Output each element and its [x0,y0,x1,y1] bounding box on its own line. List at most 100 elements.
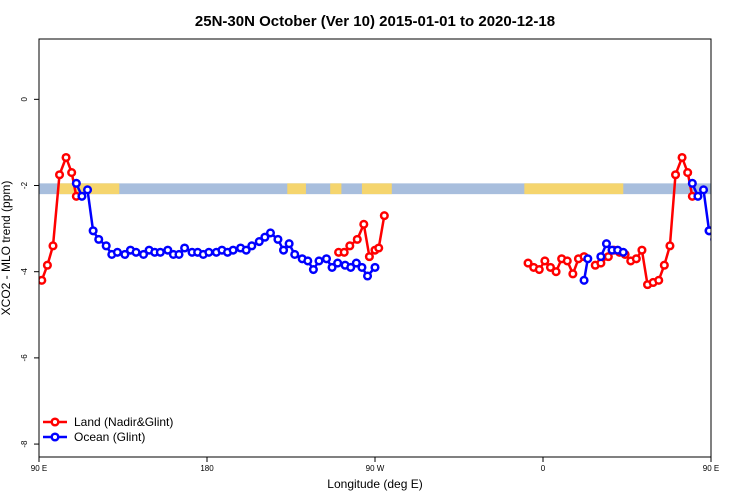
data-point [379,211,389,221]
data-point [357,262,367,272]
land-band-segment [361,183,392,195]
data-point [654,275,664,285]
data-point [738,251,745,258]
data-point [583,254,593,264]
x-tick-label: 180 [200,464,214,473]
data-point [693,191,703,201]
data-point [677,152,687,163]
data-point [730,249,737,256]
data-point [351,258,361,268]
data-point [284,239,294,249]
data-point [683,168,693,178]
data-point [665,241,675,251]
y-tick-label: -2 [20,181,29,189]
series-land [39,152,697,290]
data-point [265,228,276,238]
data-point [562,256,572,266]
data-point [618,247,628,257]
data-point [163,245,173,255]
data-point [523,258,533,268]
data-point [704,226,711,236]
data-point [362,271,373,281]
data-point [601,239,612,249]
data-point [345,241,355,251]
data-point [659,260,669,270]
x-axis-label: Longitude (deg E) [327,477,422,491]
series-line [75,182,376,278]
data-point [254,236,264,247]
chart-title: 25N-30N October (Ver 10) 2015-01-01 to 2… [195,13,555,30]
y-axis-label: XCO2 - MLO trend (ppm) [0,181,13,316]
land-band-segment [730,183,750,194]
data-point [101,241,111,251]
data-point [327,262,337,272]
data-point [687,178,697,188]
data-point [339,247,349,257]
data-point [637,245,647,255]
data-point [540,256,550,266]
data-point [42,260,52,270]
data-point [260,232,270,242]
data-point [698,185,709,195]
legend: Land (Nadir&Glint)Ocean (Glint) [43,415,173,444]
data-point [278,245,289,255]
data-point [551,267,561,277]
data-point [61,152,71,163]
data-point [204,247,214,257]
legend-label: Land (Nadir&Glint) [74,415,173,429]
data-point [579,275,589,285]
data-point [82,185,93,195]
data-point [120,249,130,260]
data-point [631,254,641,264]
legend-label: Ocean (Glint) [74,430,145,444]
data-point [138,249,149,260]
data-point [77,191,87,201]
y-tick-label: 0 [20,97,29,102]
data-point [174,249,184,260]
data-point [94,234,104,244]
legend-marker [50,417,60,427]
data-point [374,243,384,253]
land-band-segment [287,183,306,195]
data-point [596,252,606,262]
series-line [708,230,711,237]
land-band-segment [524,183,624,195]
data-point [39,275,47,285]
data-point [321,254,332,264]
data-point [352,234,362,244]
data-point [228,245,238,255]
data-point [346,262,356,272]
y-axis: 0 -2 -4 -6 -8 [20,97,39,448]
data-point [48,241,58,251]
land-ocean-band [39,183,750,195]
data-point [314,256,324,266]
series-line [377,215,386,249]
x-tick-label: 0 [541,464,546,473]
data-point [545,262,556,272]
data-point [568,269,578,279]
data-point [364,252,374,262]
legend-marker [50,432,60,442]
land-band-segment [330,183,342,195]
data-point [534,264,544,275]
data-point [290,249,300,260]
x-tick-label: 90 E [31,464,47,473]
data-point [71,178,81,188]
data-point [333,258,343,268]
y-tick-label: -8 [20,440,29,448]
x-tick-label: 90 E [703,464,719,473]
data-point [67,168,77,178]
x-axis: 90 E 180 90 W 0 90 E [31,457,719,473]
y-tick-label: -6 [20,354,29,362]
data-point [303,256,313,266]
y-tick-label: -4 [20,268,29,276]
data-point [155,247,165,257]
x-tick-label: 90 W [366,464,385,473]
data-point [112,247,122,257]
series-ocean [71,178,745,285]
data-point [308,264,318,275]
data-point [54,170,65,180]
data-point [719,243,726,250]
data-point [359,219,369,229]
